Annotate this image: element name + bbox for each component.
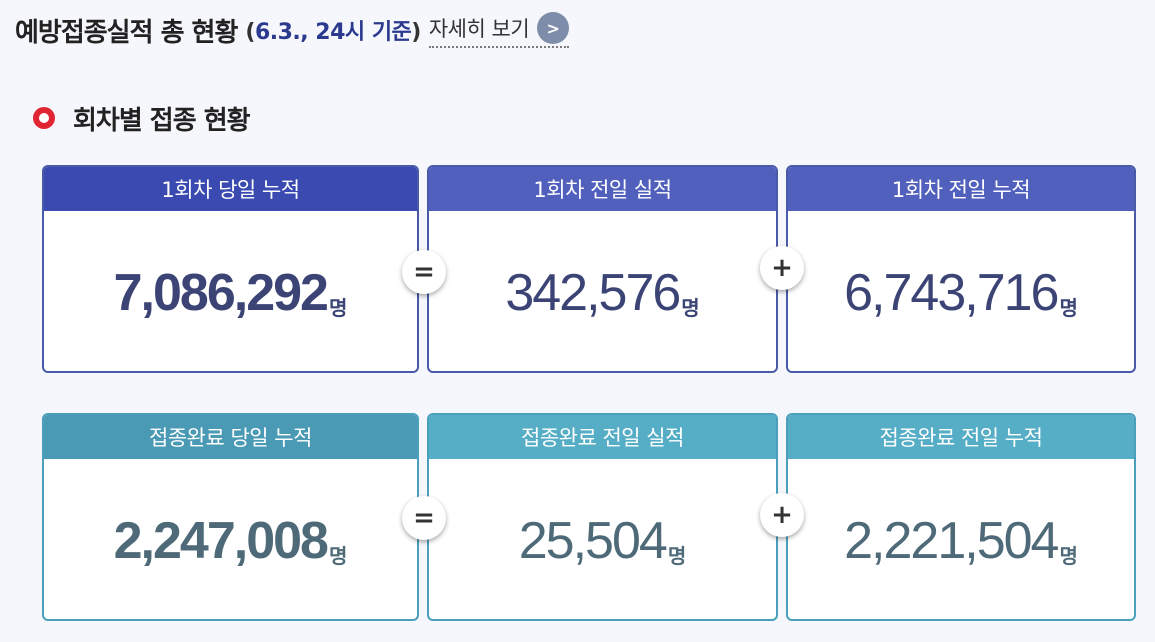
card-unit: 명 — [328, 296, 348, 320]
card-unit: 명 — [1059, 544, 1078, 568]
card-value-area: 2,247,008 명 — [44, 459, 417, 619]
card-value-area: 25,504 명 — [429, 459, 776, 619]
date-text: 6.3., 24시 기준 — [254, 20, 412, 45]
card-title: 1회차 전일 누적 — [788, 167, 1134, 211]
card-unit: 명 — [667, 544, 687, 568]
date-close-paren: ) — [411, 20, 421, 45]
card-title: 접종완료 전일 누적 — [788, 415, 1134, 459]
date-open-paren: ( — [245, 20, 255, 45]
equals-icon: = — [402, 496, 446, 540]
card-title: 1회차 전일 실적 — [429, 167, 776, 211]
plus-icon: + — [760, 493, 804, 537]
stat-card-complete-today-total: 접종완료 당일 누적 2,247,008 명 — [42, 413, 419, 621]
chevron-right-icon[interactable]: > — [537, 12, 570, 44]
stat-card-complete-yesterday-count: 접종완료 전일 실적 25,504 명 — [427, 413, 778, 621]
card-value-area: 2,221,504 명 — [788, 459, 1134, 619]
card-title: 접종완료 당일 누적 — [44, 415, 417, 459]
stat-card-first-dose-today-total: 1회차 당일 누적 7,086,292 명 — [42, 165, 419, 373]
stat-card-first-dose-yesterday-count: 1회차 전일 실적 342,576 명 — [427, 165, 778, 373]
details-link-label: 자세히 보기 — [428, 17, 530, 41]
stat-card-complete-yesterday-total: 접종완료 전일 누적 2,221,504 명 — [786, 413, 1136, 621]
details-link[interactable]: 자세히 보기 > — [428, 12, 570, 48]
card-title: 1회차 당일 누적 — [44, 167, 417, 211]
bullet-circle-icon — [33, 107, 55, 129]
card-value: 6,743,716 — [844, 264, 1059, 322]
card-value: 7,086,292 — [113, 264, 329, 322]
card-value: 2,221,504 — [844, 512, 1059, 570]
card-value-area: 7,086,292 명 — [44, 211, 417, 371]
plus-icon: + — [760, 246, 804, 290]
card-value: 2,247,008 — [113, 512, 329, 570]
equals-icon: = — [402, 250, 446, 294]
card-title: 접종완료 전일 실적 — [429, 415, 776, 459]
card-value-area: 342,576 명 — [429, 211, 776, 371]
stat-card-first-dose-yesterday-total: 1회차 전일 누적 6,743,716 명 — [786, 165, 1136, 373]
card-value: 25,504 — [518, 512, 668, 570]
card-value: 342,576 — [505, 264, 681, 322]
card-unit: 명 — [1059, 296, 1078, 320]
card-unit: 명 — [328, 544, 348, 568]
page-title: 예방접종실적 총 현황 — [15, 17, 238, 48]
section-heading: 회차별 접종 현황 — [33, 98, 251, 138]
card-value-area: 6,743,716 명 — [788, 211, 1134, 371]
date-caption: (6.3., 24시 기준) — [245, 14, 421, 46]
section-title: 회차별 접종 현황 — [73, 105, 251, 136]
page-header: 예방접종실적 총 현황 (6.3., 24시 기준) 자세히 보기 > — [15, 8, 570, 52]
card-unit: 명 — [681, 296, 700, 320]
